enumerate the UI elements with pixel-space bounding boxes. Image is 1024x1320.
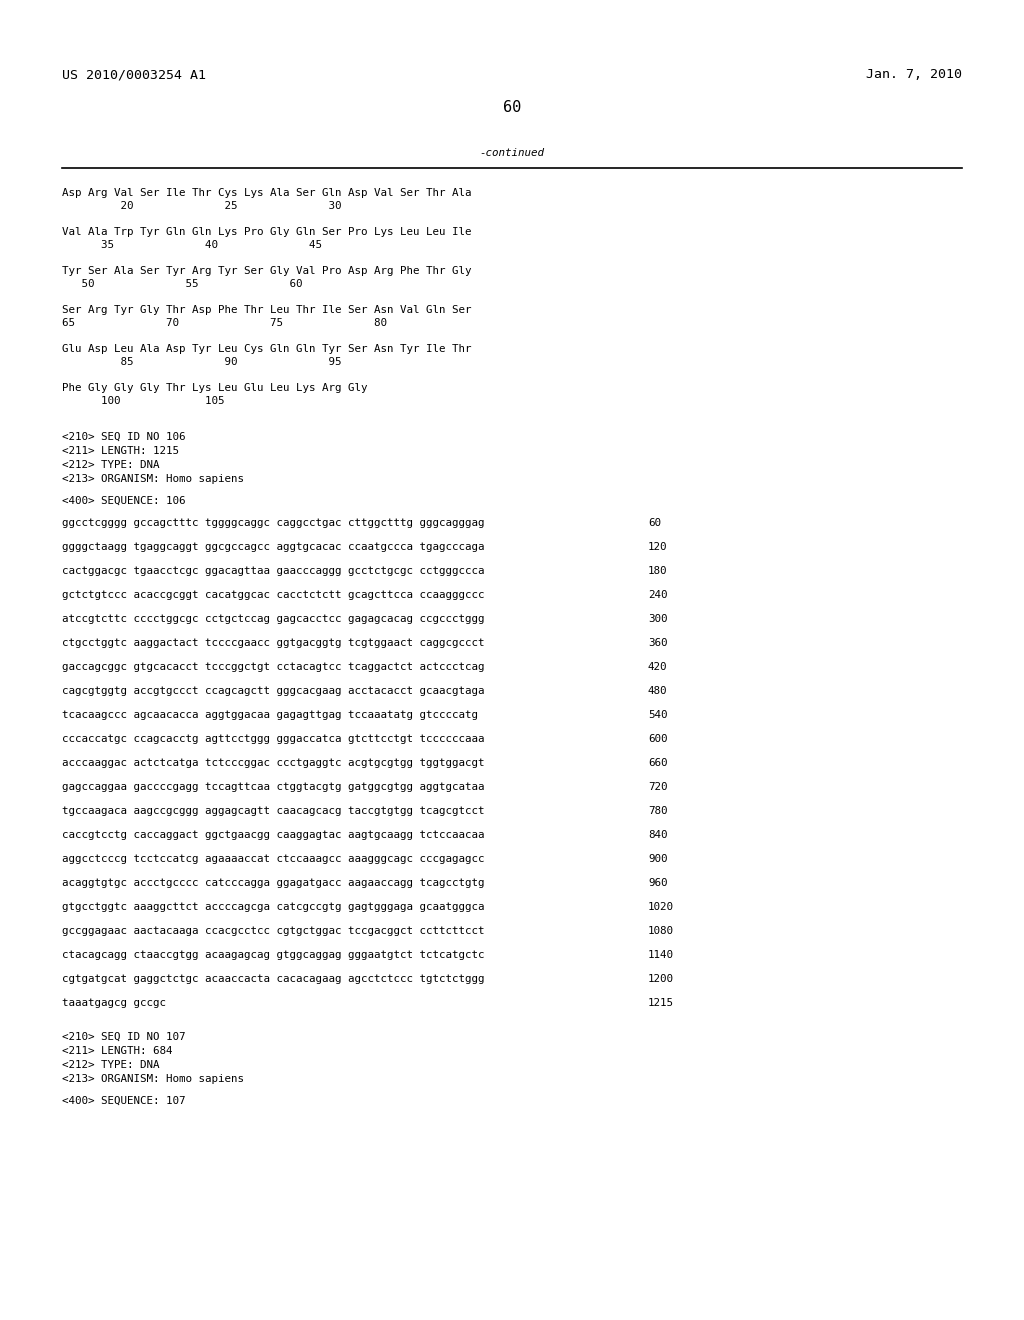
- Text: <210> SEQ ID NO 107: <210> SEQ ID NO 107: [62, 1032, 185, 1041]
- Text: 60: 60: [648, 517, 662, 528]
- Text: cgtgatgcat gaggctctgc acaaccacta cacacagaag agcctctccc tgtctctggg: cgtgatgcat gaggctctgc acaaccacta cacacag…: [62, 974, 484, 983]
- Text: -continued: -continued: [479, 148, 545, 158]
- Text: gccggagaac aactacaaga ccacgcctcc cgtgctggac tccgacggct ccttcttcct: gccggagaac aactacaaga ccacgcctcc cgtgctg…: [62, 927, 484, 936]
- Text: 35              40              45: 35 40 45: [62, 240, 322, 249]
- Text: <211> LENGTH: 1215: <211> LENGTH: 1215: [62, 446, 179, 455]
- Text: ggggctaagg tgaggcaggt ggcgccagcc aggtgcacac ccaatgccca tgagcccaga: ggggctaagg tgaggcaggt ggcgccagcc aggtgca…: [62, 543, 484, 552]
- Text: tgccaagaca aagccgcggg aggagcagtt caacagcacg taccgtgtgg tcagcgtcct: tgccaagaca aagccgcggg aggagcagtt caacagc…: [62, 807, 484, 816]
- Text: 1020: 1020: [648, 902, 674, 912]
- Text: Tyr Ser Ala Ser Tyr Arg Tyr Ser Gly Val Pro Asp Arg Phe Thr Gly: Tyr Ser Ala Ser Tyr Arg Tyr Ser Gly Val …: [62, 267, 471, 276]
- Text: atccgtcttc cccctggcgc cctgctccag gagcacctcc gagagcacag ccgccctggg: atccgtcttc cccctggcgc cctgctccag gagcacc…: [62, 614, 484, 624]
- Text: 120: 120: [648, 543, 668, 552]
- Text: Jan. 7, 2010: Jan. 7, 2010: [866, 69, 962, 81]
- Text: taaatgagcg gccgc: taaatgagcg gccgc: [62, 998, 166, 1008]
- Text: Ser Arg Tyr Gly Thr Asp Phe Thr Leu Thr Ile Ser Asn Val Gln Ser: Ser Arg Tyr Gly Thr Asp Phe Thr Leu Thr …: [62, 305, 471, 315]
- Text: 780: 780: [648, 807, 668, 816]
- Text: <212> TYPE: DNA: <212> TYPE: DNA: [62, 459, 160, 470]
- Text: 600: 600: [648, 734, 668, 744]
- Text: 660: 660: [648, 758, 668, 768]
- Text: gtgcctggtc aaaggcttct accccagcga catcgccgtg gagtgggaga gcaatgggca: gtgcctggtc aaaggcttct accccagcga catcgcc…: [62, 902, 484, 912]
- Text: 65              70              75              80: 65 70 75 80: [62, 318, 387, 327]
- Text: US 2010/0003254 A1: US 2010/0003254 A1: [62, 69, 206, 81]
- Text: 20              25              30: 20 25 30: [62, 201, 341, 211]
- Text: Asp Arg Val Ser Ile Thr Cys Lys Ala Ser Gln Asp Val Ser Thr Ala: Asp Arg Val Ser Ile Thr Cys Lys Ala Ser …: [62, 187, 471, 198]
- Text: Phe Gly Gly Gly Thr Lys Leu Glu Leu Lys Arg Gly: Phe Gly Gly Gly Thr Lys Leu Glu Leu Lys …: [62, 383, 368, 393]
- Text: ctgcctggtc aaggactact tccccgaacc ggtgacggtg tcgtggaact caggcgccct: ctgcctggtc aaggactact tccccgaacc ggtgacg…: [62, 638, 484, 648]
- Text: 300: 300: [648, 614, 668, 624]
- Text: <400> SEQUENCE: 107: <400> SEQUENCE: 107: [62, 1096, 185, 1106]
- Text: 480: 480: [648, 686, 668, 696]
- Text: acaggtgtgc accctgcccc catcccagga ggagatgacc aagaaccagg tcagcctgtg: acaggtgtgc accctgcccc catcccagga ggagatg…: [62, 878, 484, 888]
- Text: <213> ORGANISM: Homo sapiens: <213> ORGANISM: Homo sapiens: [62, 1074, 244, 1084]
- Text: 50              55              60: 50 55 60: [62, 279, 302, 289]
- Text: ctacagcagg ctaaccgtgg acaagagcag gtggcaggag gggaatgtct tctcatgctc: ctacagcagg ctaaccgtgg acaagagcag gtggcag…: [62, 950, 484, 960]
- Text: acccaaggac actctcatga tctcccggac ccctgaggtc acgtgcgtgg tggtggacgt: acccaaggac actctcatga tctcccggac ccctgag…: [62, 758, 484, 768]
- Text: ggcctcgggg gccagctttc tggggcaggc caggcctgac cttggctttg gggcagggag: ggcctcgggg gccagctttc tggggcaggc caggcct…: [62, 517, 484, 528]
- Text: caccgtcctg caccaggact ggctgaacgg caaggagtac aagtgcaagg tctccaacaa: caccgtcctg caccaggact ggctgaacgg caaggag…: [62, 830, 484, 840]
- Text: 1140: 1140: [648, 950, 674, 960]
- Text: <211> LENGTH: 684: <211> LENGTH: 684: [62, 1045, 172, 1056]
- Text: <213> ORGANISM: Homo sapiens: <213> ORGANISM: Homo sapiens: [62, 474, 244, 484]
- Text: 1215: 1215: [648, 998, 674, 1008]
- Text: <212> TYPE: DNA: <212> TYPE: DNA: [62, 1060, 160, 1071]
- Text: 360: 360: [648, 638, 668, 648]
- Text: <400> SEQUENCE: 106: <400> SEQUENCE: 106: [62, 496, 185, 506]
- Text: 720: 720: [648, 781, 668, 792]
- Text: 840: 840: [648, 830, 668, 840]
- Text: 420: 420: [648, 663, 668, 672]
- Text: Val Ala Trp Tyr Gln Gln Lys Pro Gly Gln Ser Pro Lys Leu Leu Ile: Val Ala Trp Tyr Gln Gln Lys Pro Gly Gln …: [62, 227, 471, 238]
- Text: 960: 960: [648, 878, 668, 888]
- Text: <210> SEQ ID NO 106: <210> SEQ ID NO 106: [62, 432, 185, 442]
- Text: 240: 240: [648, 590, 668, 601]
- Text: 540: 540: [648, 710, 668, 719]
- Text: cactggacgc tgaacctcgc ggacagttaa gaacccaggg gcctctgcgc cctgggccca: cactggacgc tgaacctcgc ggacagttaa gaaccca…: [62, 566, 484, 576]
- Text: tcacaagccc agcaacacca aggtggacaa gagagttgag tccaaatatg gtccccatg: tcacaagccc agcaacacca aggtggacaa gagagtt…: [62, 710, 478, 719]
- Text: gagccaggaa gaccccgagg tccagttcaa ctggtacgtg gatggcgtgg aggtgcataa: gagccaggaa gaccccgagg tccagttcaa ctggtac…: [62, 781, 484, 792]
- Text: gctctgtccc acaccgcggt cacatggcac cacctctctt gcagcttcca ccaagggccc: gctctgtccc acaccgcggt cacatggcac cacctct…: [62, 590, 484, 601]
- Text: aggcctcccg tcctccatcg agaaaaccat ctccaaagcc aaagggcagc cccgagagcc: aggcctcccg tcctccatcg agaaaaccat ctccaaa…: [62, 854, 484, 865]
- Text: 180: 180: [648, 566, 668, 576]
- Text: 60: 60: [503, 100, 521, 115]
- Text: 1200: 1200: [648, 974, 674, 983]
- Text: 900: 900: [648, 854, 668, 865]
- Text: cccaccatgc ccagcacctg agttcctggg gggaccatca gtcttcctgt tccccccaaa: cccaccatgc ccagcacctg agttcctggg gggacca…: [62, 734, 484, 744]
- Text: gaccagcggc gtgcacacct tcccggctgt cctacagtcc tcaggactct actccctcag: gaccagcggc gtgcacacct tcccggctgt cctacag…: [62, 663, 484, 672]
- Text: 100             105: 100 105: [62, 396, 224, 407]
- Text: Glu Asp Leu Ala Asp Tyr Leu Cys Gln Gln Tyr Ser Asn Tyr Ile Thr: Glu Asp Leu Ala Asp Tyr Leu Cys Gln Gln …: [62, 345, 471, 354]
- Text: 1080: 1080: [648, 927, 674, 936]
- Text: 85              90              95: 85 90 95: [62, 356, 341, 367]
- Text: cagcgtggtg accgtgccct ccagcagctt gggcacgaag acctacacct gcaacgtaga: cagcgtggtg accgtgccct ccagcagctt gggcacg…: [62, 686, 484, 696]
